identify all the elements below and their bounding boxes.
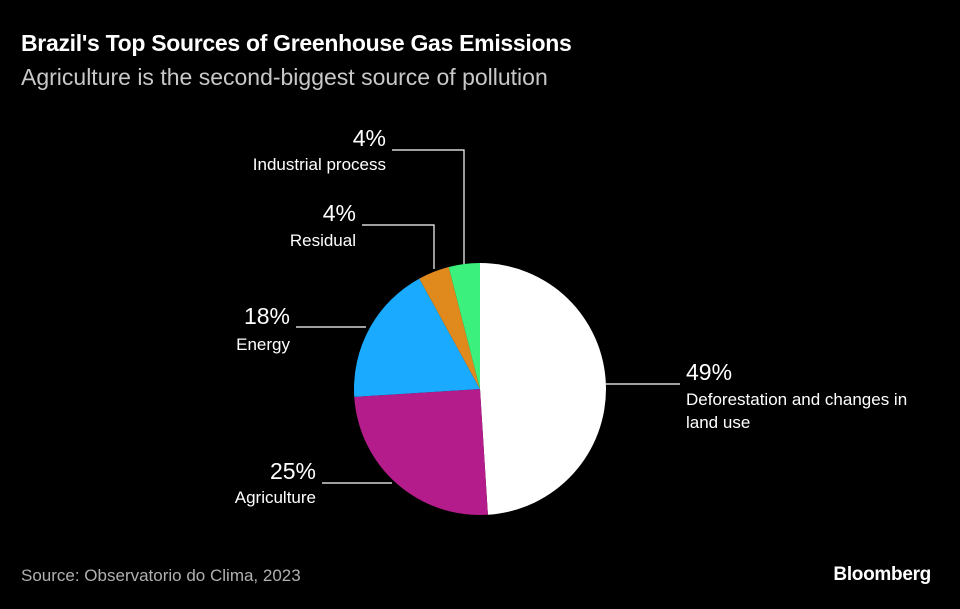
slice-industrial [448, 263, 480, 389]
value-label-agriculture: 25% [270, 458, 316, 484]
value-label-deforestation: 49% [686, 359, 732, 385]
category-label-agriculture: Agriculture [235, 488, 316, 507]
pie-slices [354, 263, 606, 515]
category-label-deforestation: Deforestation and changes in land use [686, 390, 907, 432]
value-label-residual: 4% [323, 200, 356, 226]
slice-labels: 49% Deforestation and changes in land use 2… [235, 125, 907, 507]
slice-deforestation [480, 263, 606, 515]
value-label-industrial: 4% [353, 125, 386, 151]
leader-line-residual [362, 224, 435, 269]
category-label-residual: Residual [290, 231, 356, 250]
leader-lines [296, 149, 680, 484]
chart-title: Brazil's Top Sources of Greenhouse Gas E… [21, 30, 572, 56]
bloomberg-logo: Bloomberg [833, 564, 931, 585]
source-note: Source: Observatorio do Clima, 2023 [21, 566, 301, 585]
slice-energy [354, 278, 480, 397]
slice-residual [419, 266, 480, 389]
leader-line-industrial [392, 149, 465, 264]
slice-agriculture [354, 389, 488, 515]
value-label-energy: 18% [244, 303, 290, 329]
category-label-energy: Energy [236, 335, 290, 354]
category-label-industrial: Industrial process [253, 155, 386, 174]
chart-subtitle: Agriculture is the second-biggest source… [21, 64, 548, 90]
